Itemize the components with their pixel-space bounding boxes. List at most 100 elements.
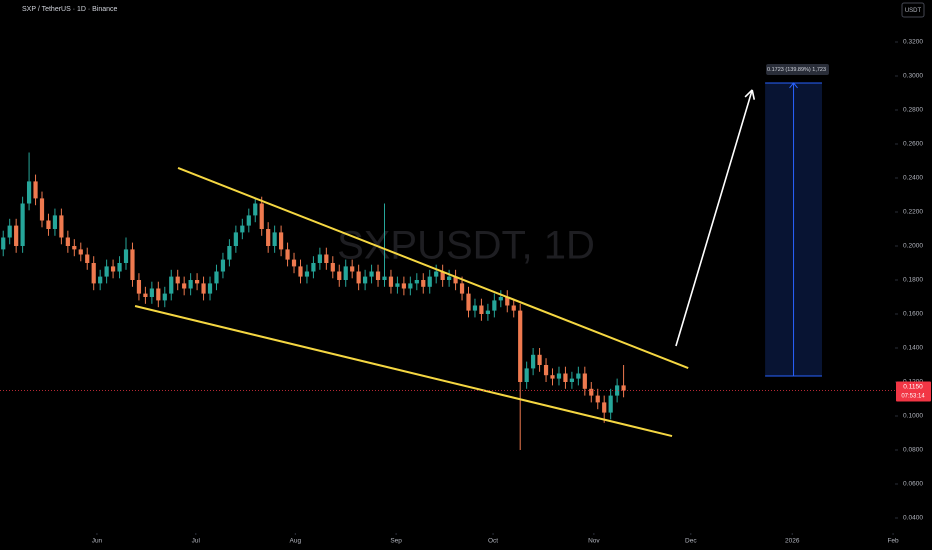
candle-body	[531, 354, 536, 369]
candle-body	[279, 232, 284, 250]
x-tick-label: Sep	[390, 538, 402, 545]
candle-body	[72, 246, 77, 250]
currency-box[interactable]	[901, 2, 925, 18]
trendline	[177, 167, 689, 369]
candle-body	[1, 237, 6, 250]
y-tick-label: 0.2400	[903, 175, 923, 182]
y-tick-label: 0.3200	[903, 39, 923, 46]
candle-body	[110, 266, 116, 272]
x-tick-label: Dec	[685, 538, 697, 545]
candle-body	[78, 249, 83, 255]
candle-body	[375, 271, 381, 280]
candle-body	[563, 373, 568, 382]
currency[interactable]: USDT	[905, 8, 922, 14]
candle-body	[369, 271, 374, 277]
candle-body	[440, 271, 445, 280]
candle-body	[59, 215, 64, 238]
candle-body	[201, 283, 206, 294]
candle-body	[576, 373, 581, 379]
candle-body	[395, 283, 400, 287]
candle-body	[207, 283, 213, 294]
arrow-head	[751, 89, 756, 100]
target-label: 0.1723 (139.89%) 1,723	[767, 67, 826, 73]
x-tick-label: Aug	[290, 538, 302, 545]
candle-body	[556, 373, 562, 379]
candle-body	[39, 198, 45, 221]
candle-body	[317, 254, 322, 263]
last-price-box	[896, 381, 931, 402]
candle-body	[356, 271, 361, 284]
candle-body	[169, 276, 174, 294]
candle-body	[194, 280, 200, 284]
candle-body	[14, 225, 19, 246]
candle-body	[52, 215, 58, 229]
candle-body	[414, 280, 419, 284]
candle-body	[214, 271, 219, 284]
y-tick-label: 0.3000	[903, 73, 923, 80]
candle-body	[485, 310, 490, 314]
candle-body	[304, 271, 310, 277]
x-tick-label: 2026	[785, 538, 800, 545]
candle-body	[46, 220, 51, 229]
y-tick-label: 0.2800	[903, 107, 923, 114]
candle-body	[130, 249, 135, 280]
candle-body	[492, 300, 497, 311]
x-tick-label: Jul	[192, 538, 201, 545]
candle-body	[608, 395, 613, 413]
candle-body	[479, 305, 484, 314]
candle-body	[498, 297, 503, 301]
candle-body	[104, 266, 109, 277]
candle-body	[272, 232, 277, 246]
candle-body	[569, 378, 574, 382]
y-tick-label: 0.0600	[903, 481, 923, 488]
candle-body	[324, 254, 329, 263]
candle-body	[240, 225, 245, 233]
candle-body	[285, 249, 290, 260]
countdown: 07:53:14	[901, 394, 925, 400]
candle-body	[337, 271, 342, 280]
y-tick-label: 0.0400	[903, 515, 923, 522]
watermark: SXPUSDT, 1D	[337, 224, 595, 268]
candle-body	[602, 402, 607, 413]
candle-body	[434, 271, 439, 277]
candle-body	[615, 385, 620, 396]
candle-body	[117, 263, 122, 272]
candle-body	[363, 276, 368, 284]
arrow	[675, 89, 753, 347]
candle-body	[511, 305, 516, 311]
candle-body	[595, 395, 600, 403]
candle-body	[388, 276, 394, 287]
candle-body	[7, 225, 12, 238]
arrow-head	[744, 89, 753, 98]
candle-body	[227, 246, 232, 260]
candle-body	[33, 181, 38, 199]
trendline	[134, 305, 673, 438]
candle-body	[98, 276, 103, 284]
y-tick-label: 0.2200	[903, 209, 923, 216]
candle-body	[85, 254, 90, 263]
candle-body	[143, 293, 148, 297]
target-measure-head	[789, 82, 798, 89]
candle-body	[233, 232, 238, 246]
candle-body	[382, 276, 387, 280]
y-tick-label: 0.1000	[903, 413, 923, 420]
candle-body	[149, 288, 154, 297]
last-price-label: 0.1150	[903, 384, 923, 391]
candle-body	[459, 283, 465, 294]
candle-body	[259, 203, 264, 229]
candle-body	[246, 215, 251, 226]
candle-body	[266, 229, 271, 246]
candle-body	[537, 354, 542, 365]
candle-body	[123, 249, 129, 263]
candle-body	[182, 283, 187, 289]
candle-body	[524, 368, 529, 382]
y-tick-label: 0.1800	[903, 277, 923, 284]
candle-body	[65, 237, 70, 246]
candle-body	[466, 293, 471, 311]
candle-body	[343, 266, 348, 280]
candle-body	[26, 181, 32, 204]
candle-body	[20, 203, 25, 246]
x-tick-label: Nov	[588, 538, 600, 545]
